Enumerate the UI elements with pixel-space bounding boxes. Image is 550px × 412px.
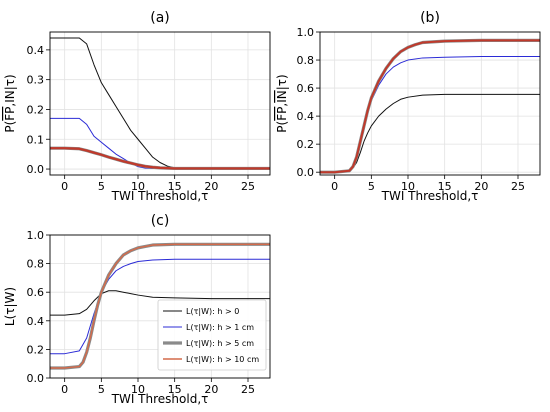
panel-0-ytick-label-0: 0.0 (27, 163, 45, 176)
panel-2-ytick-label-0: 0.0 (27, 372, 45, 385)
panel-2-xtick-label-1: 5 (98, 383, 105, 396)
panel-2-ytick-label-2: 0.4 (27, 315, 45, 328)
panel-0-xtick-label-2: 10 (131, 180, 145, 193)
panel-2-xtick-label-3: 15 (168, 383, 182, 396)
panel-1-ytick-label-4: 0.8 (297, 54, 315, 67)
panel-1-xtick-label-3: 15 (438, 180, 452, 193)
panel-1-ylabel: P(FP,IN|τ) (275, 74, 289, 132)
panel-1-xtick-label-4: 20 (474, 180, 488, 193)
legend-label-1: L(τ|W): h > 1 cm (186, 323, 254, 332)
panel-2-ytick-label-1: 0.2 (27, 343, 45, 356)
panel-2-ytick-label-3: 0.6 (27, 286, 45, 299)
panel-0-series-group (50, 37, 270, 171)
panel-2-title: (c) (151, 213, 170, 229)
panel-1-xtick-label-5: 25 (511, 180, 525, 193)
panel-1-xlabel: TWI Threshold,τ (381, 189, 479, 203)
panel-0-series-line-2 (50, 146, 270, 171)
panel-2-xtick-label-0: 0 (61, 383, 68, 396)
legend: L(τ|W): h > 0 L(τ|W): h > 1 cm L(τ|W): h >… (157, 299, 267, 371)
panel-0-title: (a) (150, 10, 170, 26)
panel-0-xtick-label-4: 20 (204, 180, 218, 193)
panel-0-xtick-label-5: 25 (241, 180, 255, 193)
panel-2-ytick-label-5: 1.0 (27, 229, 45, 242)
panel-a-chart: 0 5 10 15 20 25 0.0 0.1 0.2 0.3 0.4 (a) TWI Threshol… (3, 10, 271, 203)
panel-1-series-group (320, 38, 540, 174)
legend-box (157, 299, 267, 371)
panel-2-series-line-0 (50, 290, 270, 316)
panel-0-xtick-label-3: 15 (168, 180, 182, 193)
panel-0-series-line-1 (50, 117, 270, 169)
panel-2-xtick-label-4: 20 (204, 383, 218, 396)
panel-1-ytick-label-1: 0.2 (297, 138, 315, 151)
panel-0-xtick-label-0: 0 (61, 180, 68, 193)
panel-2-series-group (50, 242, 270, 370)
panel-0-ylabel: P(FP,IN|τ) (3, 74, 17, 132)
panel-2-series-line-1 (50, 258, 270, 355)
panel-0-axes-frame (49, 31, 271, 176)
panel-2-ylabel: L(τ|W) (3, 287, 17, 326)
panel-1-series-line-3 (320, 39, 540, 174)
panel-0-ytick-label-3: 0.3 (27, 74, 45, 87)
panel-2-xlabel: TWI Threshold,τ (111, 392, 209, 406)
legend-label-0: L(τ|W): h > 0 (186, 307, 239, 316)
panel-0-ytick-label-1: 0.1 (27, 133, 45, 146)
panel-1-axes-frame (319, 31, 541, 176)
panel-0-ytick-label-2: 0.2 (27, 103, 45, 116)
panel-1-xtick-label-1: 5 (368, 180, 375, 193)
panel-1-ytick-label-0: 0.0 (297, 166, 315, 179)
panel-0-series-line-3 (50, 147, 270, 170)
panel-2-xtick-label-5: 25 (241, 383, 255, 396)
legend-label-2: L(τ|W): h > 5 cm (186, 339, 254, 348)
panel-2-series-line-3 (50, 243, 270, 369)
panel-2-ytick-label-4: 0.8 (27, 258, 45, 271)
panel-1-ytick-label-3: 0.6 (297, 82, 315, 95)
panel-1-xtick-label-0: 0 (331, 180, 338, 193)
panel-1-series-line-0 (320, 93, 540, 173)
panel-0-ytick-label-4: 0.4 (27, 44, 45, 57)
panel-1-series-line-1 (320, 56, 540, 173)
panel-2-axes-frame (49, 234, 271, 379)
panel-1-title: (b) (420, 10, 440, 26)
panel-0-xtick-label-1: 5 (98, 180, 105, 193)
panel-1-xtick-label-2: 10 (401, 180, 415, 193)
panel-0-xlabel: TWI Threshold,τ (111, 189, 209, 203)
panel-2-xtick-label-2: 10 (131, 383, 145, 396)
panel-1-ytick-label-2: 0.4 (297, 110, 315, 123)
panel-c-chart: 0 5 10 15 20 25 0.0 0.2 0.4 0.6 0.8 1.0 (c) TWI Thres… (3, 213, 271, 406)
legend-label-3: L(τ|W): h > 10 cm (186, 355, 259, 364)
panel-b-chart: 0 5 10 15 20 25 0.0 0.2 0.4 0.6 0.8 1.0 (b) TWI Thres… (275, 10, 541, 203)
panel-1-ytick-label-5: 1.0 (297, 26, 315, 39)
